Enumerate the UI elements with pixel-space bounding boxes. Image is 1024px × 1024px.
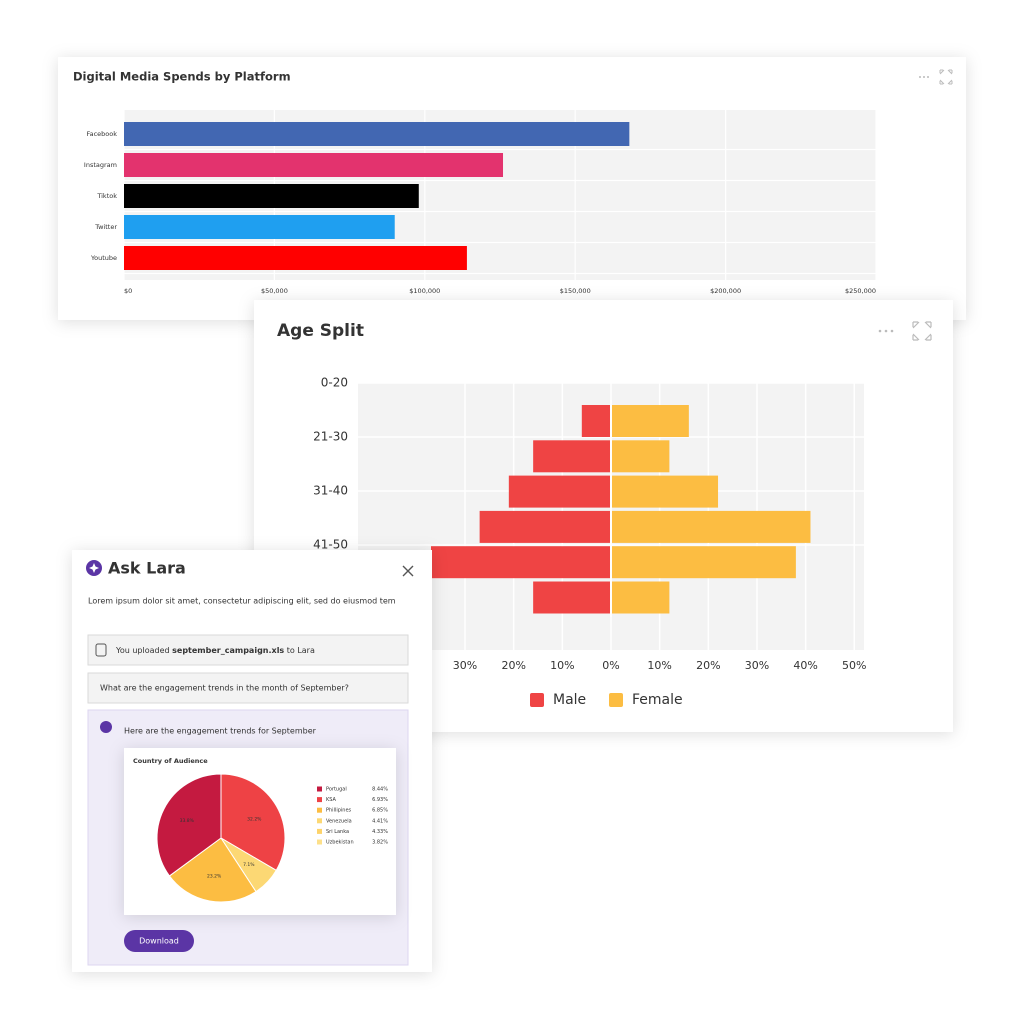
x-tick-label: $200,000 — [710, 287, 741, 295]
lara-icon — [100, 721, 112, 733]
lara-panel: Ask Lara Lorem ipsum dolor sit amet, con… — [72, 550, 432, 972]
upload-part: You uploaded — [115, 646, 172, 655]
panel-title: Ask Lara — [108, 559, 186, 578]
legend-label: Sri Lanka — [326, 829, 349, 835]
download-button[interactable] — [124, 930, 194, 952]
close-button[interactable] — [402, 565, 414, 577]
bar — [611, 475, 719, 508]
x-tick-label: 40% — [793, 659, 817, 672]
slice-label: 23.2% — [207, 873, 222, 879]
legend-value: 4.33% — [372, 829, 388, 835]
upload-text: You uploaded september_campaign.xls to L… — [115, 646, 315, 655]
bar — [124, 215, 395, 239]
question-text: What are the engagement trends in the mo… — [100, 684, 349, 693]
legend-label: Venezuela — [326, 818, 352, 824]
x-tick-label: 30% — [453, 659, 477, 672]
x-tick-label: 10% — [647, 659, 671, 672]
bar — [611, 581, 670, 614]
bar — [533, 440, 611, 473]
legend-label: Phillipines — [326, 808, 352, 814]
y-tick-label: Twitter — [94, 223, 117, 231]
question-message — [87, 672, 409, 704]
y-tick-label: Facebook — [86, 130, 117, 138]
legend-label: Portugal — [326, 787, 347, 793]
legend-value: 3.82% — [372, 840, 388, 846]
y-tick-label: Youtube — [90, 254, 117, 262]
slice-label: 32.2% — [247, 816, 262, 822]
bar — [430, 546, 611, 579]
slice-label: 33.8% — [180, 818, 195, 824]
legend-swatch — [317, 818, 322, 824]
bar — [533, 581, 611, 614]
x-tick-label: $150,000 — [560, 287, 591, 295]
y-tick-label: 31-40 — [313, 484, 348, 498]
y-tick-label: 0-20 — [321, 376, 348, 390]
bar — [581, 405, 611, 437]
x-tick-label: $50,000 — [261, 287, 288, 295]
y-tick-label: 41-50 — [313, 538, 348, 552]
download-label[interactable]: Download — [139, 937, 179, 946]
menu-dots[interactable] — [919, 76, 929, 78]
bar — [124, 184, 419, 208]
expand-icon[interactable] — [912, 321, 932, 341]
bar — [611, 405, 689, 437]
y-tick-label: Instagram — [84, 161, 117, 169]
legend-swatch — [530, 693, 544, 707]
file-name: september_campaign.xls — [172, 646, 284, 655]
bar — [479, 510, 611, 543]
slice-label: 7.1% — [243, 862, 255, 868]
menu-dots[interactable] — [878, 329, 894, 333]
x-tick-label: $250,000 — [845, 287, 876, 295]
pie-slice — [220, 773, 286, 872]
legend-label: Female — [632, 692, 683, 708]
bar — [508, 475, 611, 508]
legend-swatch — [317, 828, 322, 834]
reply-text: Here are the engagement trends for Septe… — [124, 727, 317, 736]
x-tick-label: $0 — [124, 287, 132, 295]
legend-swatch — [609, 693, 623, 707]
bar — [124, 122, 630, 146]
bar — [124, 153, 504, 177]
upload-part: to Lara — [284, 646, 315, 655]
intro-text: Lorem ipsum dolor sit amet, consectetur … — [88, 597, 396, 606]
legend-value: 6.93% — [372, 797, 388, 803]
legend-swatch — [317, 797, 322, 803]
x-tick-label: $100,000 — [409, 287, 440, 295]
x-tick-label: 0% — [602, 659, 619, 672]
legend-value: 6.85% — [372, 808, 388, 814]
legend-label: KSA — [326, 797, 337, 803]
legend-value: 4.41% — [372, 818, 388, 824]
pie-chart: 32.2% 7.1% 23.2% 33.8% Portugal 8.44% KSA 6.93%… — [156, 773, 388, 903]
lara-icon-star — [89, 563, 99, 573]
age-panel: Age Split 0-20 21-30 31-40 41-50 30% 20% 10% 0%… — [254, 300, 953, 732]
chart-title: Digital Media Spends by Platform — [73, 70, 291, 84]
legend-swatch — [317, 807, 322, 813]
legend-label: Male — [553, 692, 586, 708]
chart-title: Age Split — [277, 321, 364, 341]
x-tick-label: 50% — [842, 659, 866, 672]
legend-label: Uzbekistan — [326, 840, 354, 846]
bar — [611, 546, 796, 579]
y-tick-label: 21-30 — [313, 430, 348, 444]
x-tick-label: 30% — [745, 659, 769, 672]
legend-value: 8.44% — [372, 787, 388, 793]
upload-message — [87, 634, 409, 666]
y-tick-label: Tiktok — [96, 192, 117, 200]
file-icon — [95, 643, 107, 657]
pie-title: Country of Audience — [133, 757, 208, 765]
bar — [611, 440, 670, 473]
x-tick-label: 20% — [501, 659, 525, 672]
bar — [124, 246, 467, 270]
legend-swatch — [317, 839, 322, 845]
x-tick-label: 20% — [696, 659, 720, 672]
spend-panel: Digital Media Spends by Platform $0 $50,0… — [58, 57, 966, 320]
x-tick-label: 10% — [550, 659, 574, 672]
expand-icon[interactable] — [939, 69, 953, 85]
bar — [611, 510, 811, 543]
pie-slice — [156, 773, 222, 877]
legend-swatch — [317, 786, 322, 792]
pie-slice — [168, 837, 257, 903]
